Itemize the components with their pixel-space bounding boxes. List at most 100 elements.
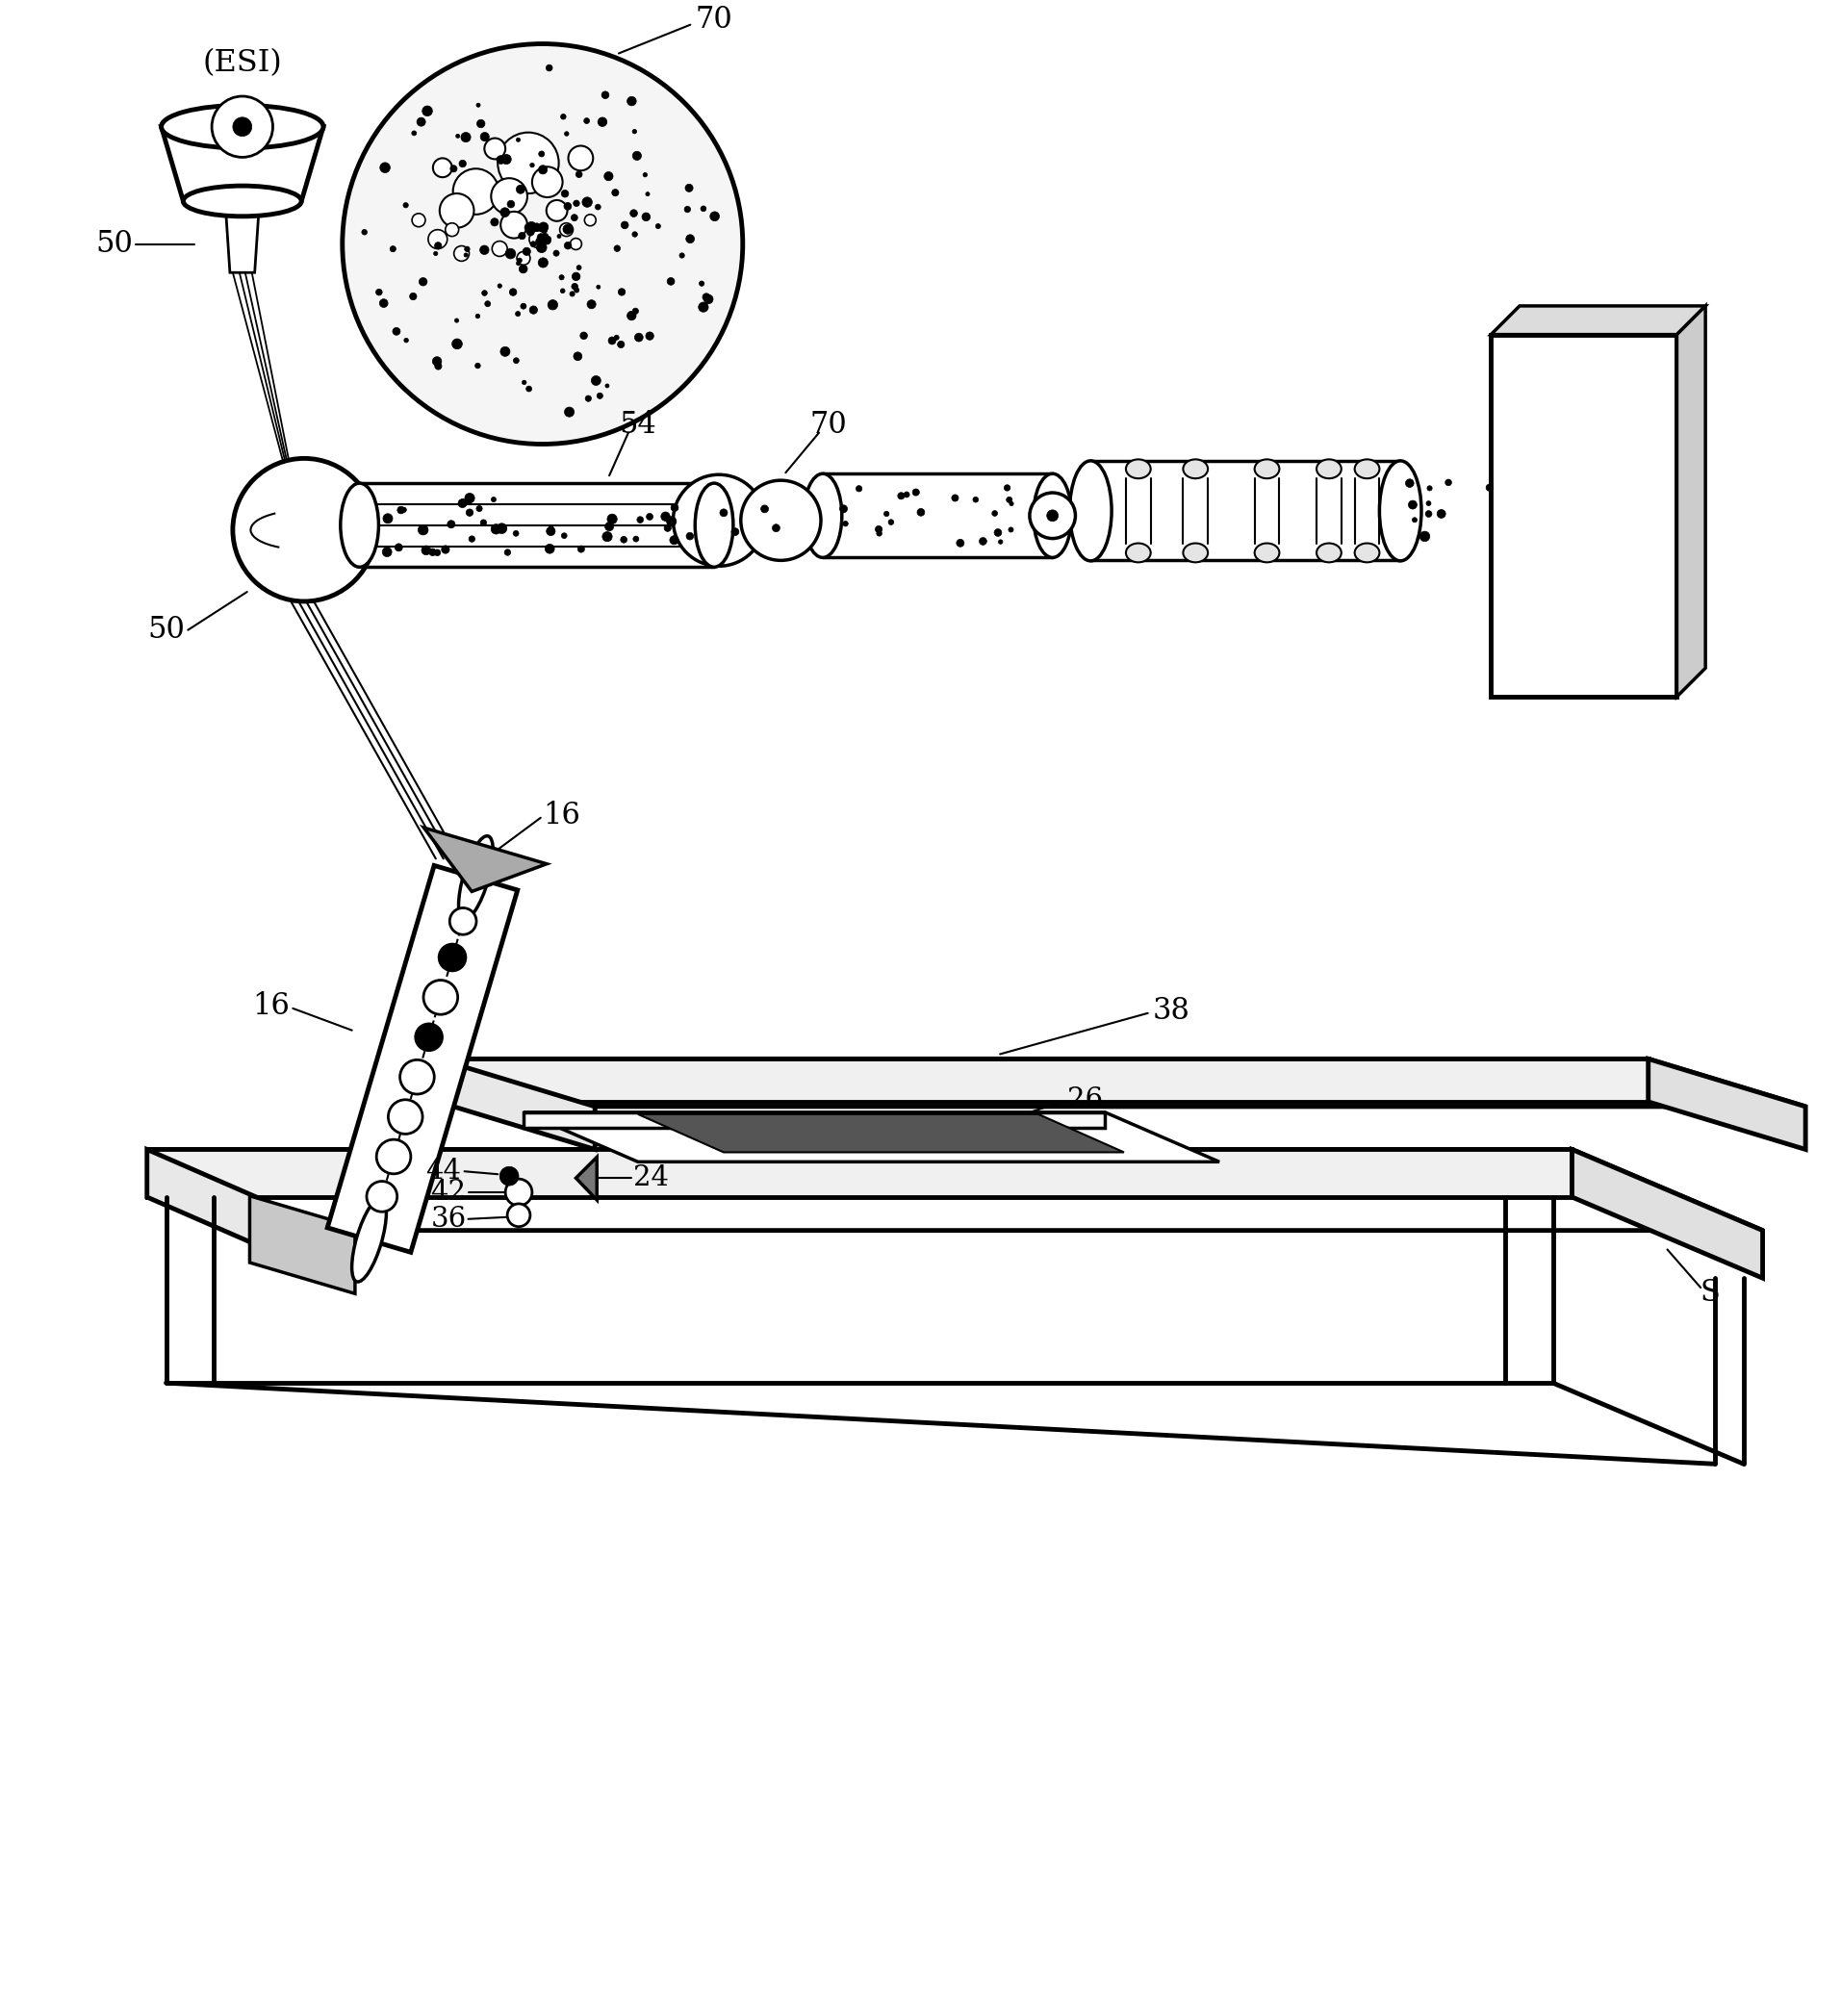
Circle shape: [429, 230, 447, 248]
Circle shape: [571, 214, 578, 222]
Circle shape: [455, 319, 458, 323]
Circle shape: [388, 1099, 423, 1133]
Circle shape: [620, 222, 628, 228]
Circle shape: [563, 224, 573, 234]
Circle shape: [416, 1024, 442, 1050]
Circle shape: [418, 524, 429, 534]
Circle shape: [545, 544, 554, 554]
Circle shape: [1412, 518, 1418, 522]
Circle shape: [630, 210, 637, 218]
Circle shape: [571, 238, 582, 250]
Circle shape: [701, 206, 707, 212]
Circle shape: [843, 520, 849, 526]
Circle shape: [558, 234, 562, 238]
Circle shape: [510, 288, 517, 296]
Circle shape: [646, 333, 654, 341]
Circle shape: [497, 524, 506, 534]
Text: 54: 54: [619, 409, 657, 439]
Circle shape: [674, 474, 764, 566]
Text: 70: 70: [810, 409, 847, 439]
Circle shape: [523, 248, 530, 256]
Circle shape: [1029, 492, 1075, 538]
Circle shape: [383, 546, 392, 556]
Circle shape: [481, 520, 486, 526]
Circle shape: [434, 252, 438, 256]
Circle shape: [541, 228, 547, 234]
Circle shape: [379, 298, 388, 306]
Circle shape: [611, 190, 619, 196]
Text: 44: 44: [425, 1157, 462, 1185]
Circle shape: [458, 500, 468, 508]
Ellipse shape: [696, 484, 733, 566]
Circle shape: [666, 516, 676, 526]
Circle shape: [585, 395, 591, 401]
Circle shape: [574, 353, 582, 361]
Circle shape: [631, 129, 637, 133]
Circle shape: [617, 341, 624, 349]
Circle shape: [615, 335, 619, 341]
Circle shape: [1048, 510, 1059, 522]
Circle shape: [1486, 484, 1493, 492]
Circle shape: [573, 272, 580, 280]
Circle shape: [563, 202, 571, 210]
Circle shape: [517, 258, 523, 262]
Circle shape: [422, 107, 433, 117]
Text: 36: 36: [431, 1206, 466, 1232]
Circle shape: [720, 508, 727, 516]
Circle shape: [457, 135, 460, 137]
Circle shape: [497, 133, 560, 194]
Text: 42: 42: [431, 1179, 466, 1206]
Circle shape: [574, 288, 580, 292]
Circle shape: [390, 246, 396, 252]
Circle shape: [366, 1181, 398, 1212]
Circle shape: [539, 242, 545, 248]
Circle shape: [530, 242, 536, 246]
Circle shape: [379, 163, 390, 173]
Circle shape: [232, 458, 376, 601]
Circle shape: [433, 357, 442, 365]
Circle shape: [731, 528, 738, 536]
Circle shape: [547, 526, 556, 536]
Circle shape: [703, 294, 712, 304]
Circle shape: [464, 246, 469, 252]
Circle shape: [538, 165, 547, 173]
Circle shape: [670, 536, 679, 544]
Circle shape: [560, 288, 565, 292]
Circle shape: [451, 339, 462, 349]
Circle shape: [501, 347, 510, 357]
Circle shape: [992, 510, 998, 516]
Polygon shape: [250, 1195, 355, 1294]
Ellipse shape: [1316, 542, 1342, 562]
Circle shape: [874, 526, 882, 532]
Circle shape: [521, 302, 527, 308]
Circle shape: [633, 151, 641, 159]
Circle shape: [361, 230, 366, 234]
Circle shape: [499, 1167, 519, 1185]
Circle shape: [606, 522, 613, 530]
Circle shape: [515, 262, 521, 266]
Circle shape: [527, 228, 534, 236]
Circle shape: [547, 236, 550, 240]
Circle shape: [889, 520, 893, 524]
Circle shape: [434, 550, 440, 556]
Circle shape: [917, 508, 924, 516]
Polygon shape: [328, 865, 517, 1252]
Circle shape: [913, 488, 919, 496]
Circle shape: [560, 274, 563, 280]
Circle shape: [631, 232, 637, 238]
Circle shape: [661, 512, 670, 520]
Ellipse shape: [352, 1198, 387, 1282]
Circle shape: [562, 115, 565, 119]
Circle shape: [619, 288, 626, 296]
Circle shape: [451, 165, 457, 171]
Polygon shape: [438, 1058, 1648, 1103]
Circle shape: [1427, 486, 1432, 490]
Circle shape: [685, 183, 692, 192]
Polygon shape: [225, 202, 260, 272]
Circle shape: [1438, 510, 1445, 518]
Circle shape: [416, 117, 425, 127]
Circle shape: [643, 173, 648, 177]
Circle shape: [596, 393, 602, 399]
Circle shape: [420, 278, 427, 286]
Circle shape: [536, 242, 547, 252]
